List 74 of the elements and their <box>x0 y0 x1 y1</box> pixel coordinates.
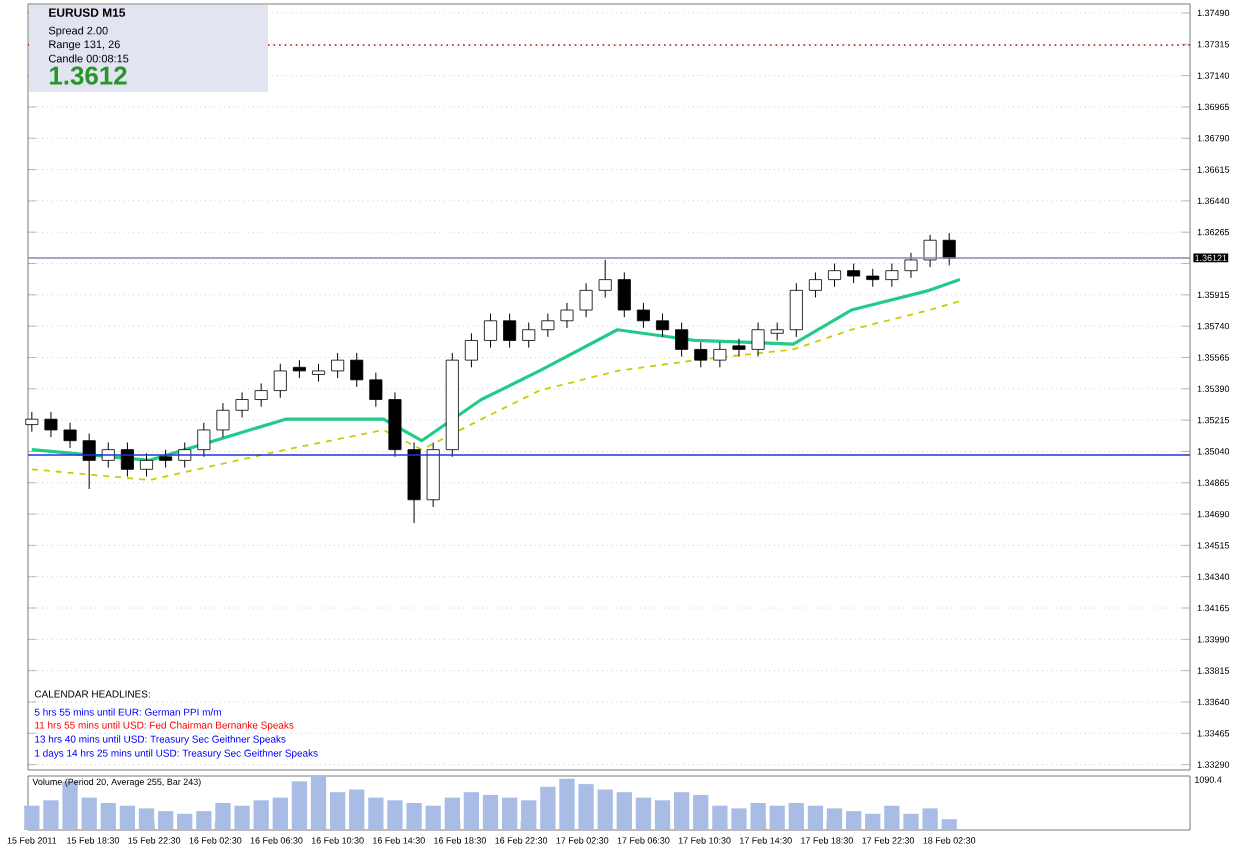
candlestick <box>694 341 708 368</box>
bar <box>138 808 155 830</box>
candlestick <box>617 271 631 318</box>
candlestick <box>216 402 230 438</box>
bar <box>119 805 136 830</box>
candlestick <box>636 302 650 329</box>
candlestick <box>484 313 498 349</box>
bar <box>177 813 193 830</box>
bar <box>253 800 269 830</box>
candlestick <box>923 234 937 268</box>
bar <box>788 803 804 830</box>
bar <box>463 792 480 830</box>
candlestick <box>503 313 517 349</box>
candlestick <box>847 263 861 284</box>
candlestick <box>541 313 555 338</box>
bar <box>616 792 632 830</box>
bar <box>501 797 518 830</box>
candlestick <box>751 322 765 358</box>
candlestick <box>904 252 918 279</box>
bar <box>81 797 97 830</box>
annotation: 1.3612 <box>50 66 127 85</box>
candlestick <box>675 322 689 358</box>
candlestick <box>789 282 803 338</box>
candlestick <box>713 341 727 368</box>
bar <box>482 794 499 830</box>
bar <box>846 811 862 830</box>
line-series <box>30 300 961 481</box>
candlestick <box>369 372 383 408</box>
bar <box>654 800 671 830</box>
candlestick <box>273 363 287 399</box>
candlestick <box>732 338 746 358</box>
candlestick <box>82 433 96 490</box>
candlestick <box>331 352 345 379</box>
candlestick <box>254 382 268 408</box>
candlestick <box>942 232 956 266</box>
candlestick <box>25 411 39 433</box>
bar <box>865 813 881 830</box>
bar <box>196 811 212 830</box>
bar <box>100 803 116 830</box>
candlestick <box>350 352 364 388</box>
candlestick <box>656 313 670 338</box>
bar <box>635 797 652 830</box>
candlestick <box>828 263 842 288</box>
bar <box>673 792 690 830</box>
bar <box>425 805 441 830</box>
bar <box>941 819 957 830</box>
bar <box>693 794 709 830</box>
bar <box>769 805 785 830</box>
bar <box>272 797 288 830</box>
bar <box>444 797 460 830</box>
bar <box>157 811 174 830</box>
bar <box>349 789 365 830</box>
candlestick <box>63 422 77 449</box>
bar <box>291 781 308 830</box>
bar <box>807 805 824 830</box>
candlestick <box>197 422 211 458</box>
candlestick <box>120 441 134 477</box>
bar <box>597 789 613 830</box>
candlestick <box>139 452 154 477</box>
candlestick <box>808 271 822 299</box>
bar <box>310 776 327 830</box>
candlestick <box>885 263 899 288</box>
candlestick <box>235 391 249 418</box>
candlestick <box>522 322 536 349</box>
candlestick <box>560 302 574 329</box>
candlestick <box>44 411 58 438</box>
bar <box>368 797 384 830</box>
bar <box>826 808 843 830</box>
candlestick <box>579 282 593 318</box>
bar <box>329 792 346 830</box>
candlestick <box>464 332 478 368</box>
bar <box>24 805 40 830</box>
bar <box>521 800 537 830</box>
candlestick <box>598 259 612 299</box>
